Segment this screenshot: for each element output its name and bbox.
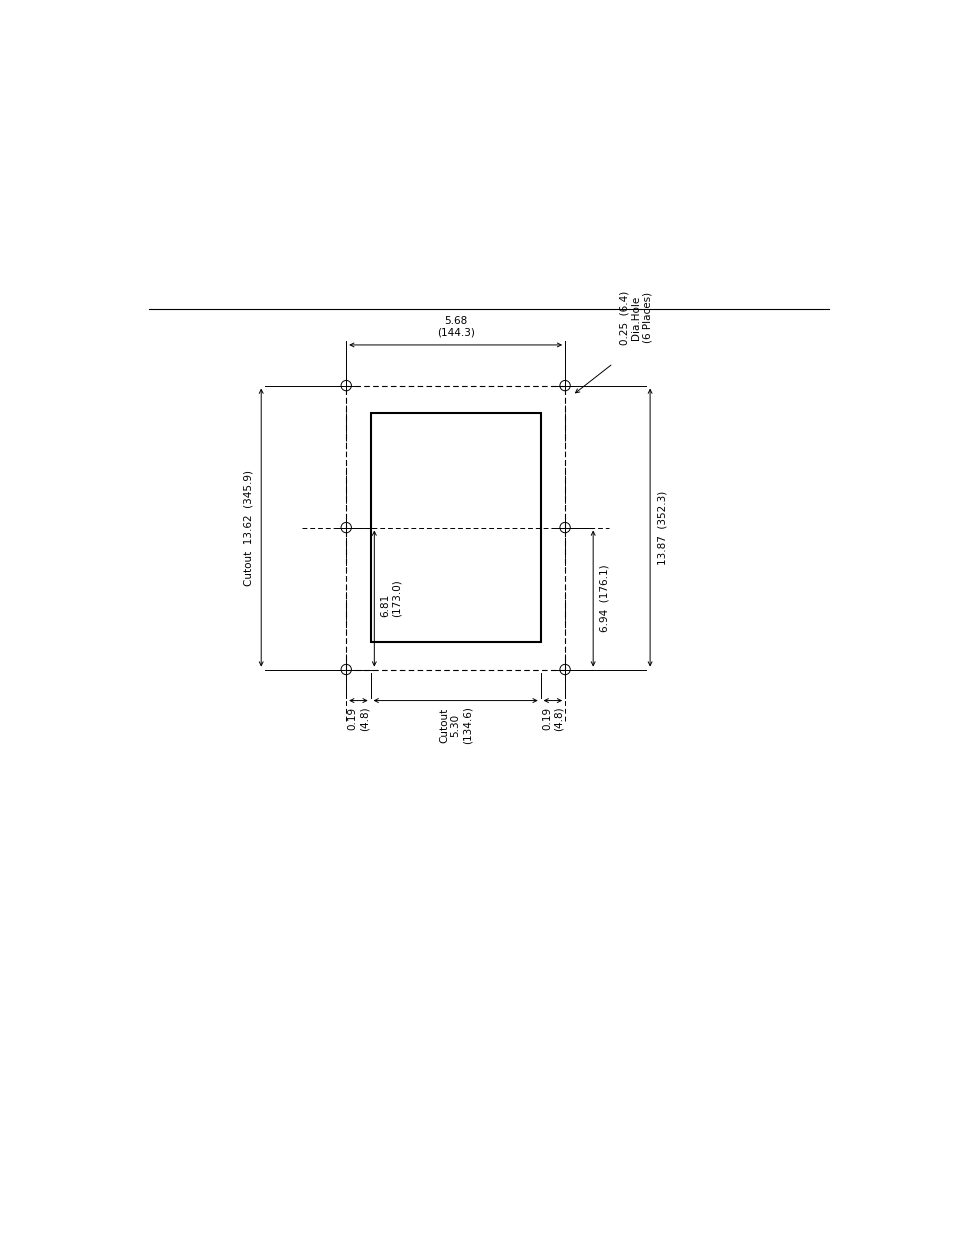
Bar	[370, 412, 540, 642]
Text: 6.81
(173.0): 6.81 (173.0)	[380, 579, 401, 618]
Text: 0.19
(4.8): 0.19 (4.8)	[541, 706, 563, 731]
Text: Cutout
5.30
(134.6): Cutout 5.30 (134.6)	[438, 706, 472, 745]
Text: 6.94  (176.1): 6.94 (176.1)	[598, 564, 608, 632]
Text: 13.87  (352.3): 13.87 (352.3)	[657, 490, 667, 564]
Text: Cutout  13.62  (345.9): Cutout 13.62 (345.9)	[244, 469, 253, 585]
Text: 0.25  (6.4)
Dia.Hole
(6 Places): 0.25 (6.4) Dia.Hole (6 Places)	[618, 290, 652, 345]
Text: 5.68
(144.3): 5.68 (144.3)	[436, 316, 474, 337]
Text: 0.19
(4.8): 0.19 (4.8)	[347, 706, 369, 731]
